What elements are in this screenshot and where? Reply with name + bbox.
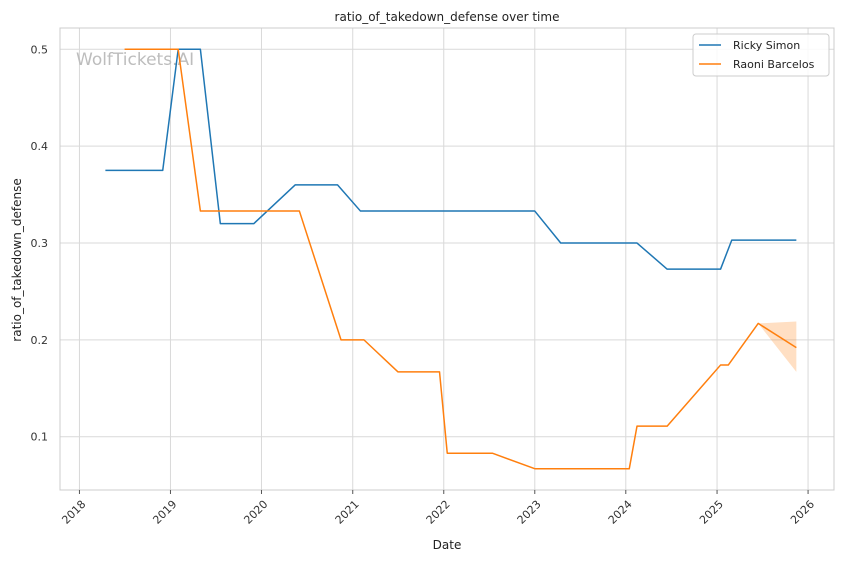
x-tick-label: 2021 xyxy=(333,498,362,527)
x-tick-label: 2026 xyxy=(788,498,817,527)
x-tick-label: 2025 xyxy=(697,498,726,527)
x-tick-label: 2020 xyxy=(241,498,270,527)
confidence-bands xyxy=(758,321,797,372)
series-lines xyxy=(105,48,797,470)
y-tick-label: 0.1 xyxy=(31,431,49,444)
confidence-band xyxy=(758,321,797,372)
legend: Ricky Simon Raoni Barcelos xyxy=(692,33,830,77)
grid-lines xyxy=(60,28,834,490)
x-axis-title: Date xyxy=(433,538,462,552)
y-tick-label: 0.5 xyxy=(31,43,49,56)
x-tick-label: 2019 xyxy=(150,498,179,527)
x-tick-label: 2024 xyxy=(606,498,635,527)
y-tick-label: 0.4 xyxy=(31,140,49,153)
series-line-0 xyxy=(105,48,797,270)
y-axis-title: ratio_of_takedown_defense xyxy=(10,178,24,341)
legend-label: Ricky Simon xyxy=(733,39,800,52)
x-tick-label: 2018 xyxy=(59,498,88,527)
x-tick-label: 2022 xyxy=(424,498,453,527)
y-tick-label: 0.3 xyxy=(31,237,49,250)
chart-title: ratio_of_takedown_defense over time xyxy=(335,10,560,24)
legend-label: Raoni Barcelos xyxy=(733,58,815,71)
y-axis-ticks: 0.1 0.2 0.3 0.4 0.5 xyxy=(31,43,49,443)
legend-box xyxy=(692,33,830,77)
y-tick-label: 0.2 xyxy=(31,334,49,347)
x-axis-ticks: 2018 2019 2020 2021 2022 2023 2024 2025 2026 xyxy=(59,490,817,527)
plot-frame xyxy=(59,27,835,491)
x-tick-label: 2023 xyxy=(515,498,544,527)
series-line-1 xyxy=(124,48,797,470)
watermark-text: WolfTickets.AI xyxy=(76,50,194,70)
